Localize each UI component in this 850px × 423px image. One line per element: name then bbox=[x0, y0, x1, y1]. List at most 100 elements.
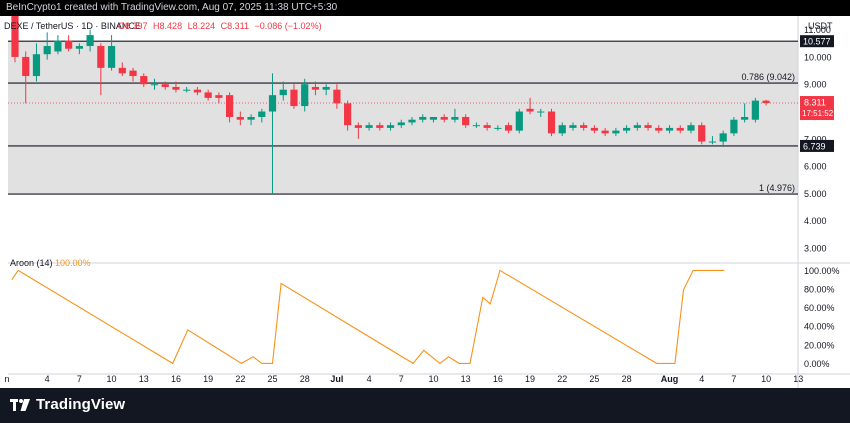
candle-body bbox=[451, 116, 459, 120]
time-tick-label: 22 bbox=[557, 374, 567, 384]
candle-body bbox=[590, 127, 599, 131]
candle-body bbox=[32, 54, 41, 77]
candle-body bbox=[494, 127, 502, 129]
candle-body bbox=[333, 89, 341, 104]
candle-body bbox=[204, 92, 212, 98]
ohlc-close: C8.311 bbox=[221, 21, 249, 31]
time-tick-label: 13 bbox=[461, 374, 471, 384]
symbol-title: DEXE / TetherUS · 1D · BINANCE bbox=[4, 21, 141, 31]
footer-bar: TradingView bbox=[0, 388, 850, 423]
candle-body bbox=[730, 119, 738, 134]
aroon-title: Aroon (14) bbox=[10, 258, 53, 268]
candle-body bbox=[290, 89, 298, 107]
candle-body bbox=[751, 100, 759, 120]
time-tick-label: 10 bbox=[761, 374, 771, 384]
time-tick-label: 28 bbox=[300, 374, 310, 384]
time-tick-label: Jul bbox=[330, 374, 343, 384]
time-tick-label: 22 bbox=[235, 374, 245, 384]
candle-body bbox=[75, 46, 83, 49]
candle-body bbox=[633, 125, 641, 128]
candle-body bbox=[215, 95, 223, 98]
level-tag-label: 6.739 bbox=[803, 141, 826, 151]
tradingview-logo-icon bbox=[10, 398, 30, 411]
time-tick-label: 19 bbox=[203, 374, 213, 384]
candle-body bbox=[97, 46, 105, 68]
chart-svg[interactable]: 10.577 0.786 (9.042) 6.739 1 (4.976) 8.31117… bbox=[0, 7, 850, 388]
time-tick-label: 19 bbox=[525, 374, 535, 384]
level-tag bbox=[800, 139, 834, 152]
price-tick-label: 7.000 bbox=[804, 134, 827, 144]
aroon-value: 100.00% bbox=[55, 258, 91, 268]
candle-body bbox=[386, 125, 395, 128]
shaded-zone bbox=[8, 41, 798, 195]
candle-body bbox=[504, 125, 513, 131]
price-tag bbox=[800, 96, 834, 121]
time-tick-label: 16 bbox=[493, 374, 503, 384]
candle-body bbox=[547, 111, 556, 134]
candle-body bbox=[365, 125, 373, 128]
candle-body bbox=[762, 100, 770, 104]
candle-body bbox=[354, 125, 362, 128]
level-tag bbox=[800, 35, 834, 48]
aroon-tick-label: 80.00% bbox=[804, 285, 835, 295]
aroon-tick-label: 60.00% bbox=[804, 303, 835, 313]
candle-body bbox=[54, 40, 62, 52]
time-tick-label: 13 bbox=[793, 374, 803, 384]
candle-body bbox=[107, 46, 116, 68]
candle-body bbox=[462, 116, 470, 126]
candle-body bbox=[344, 103, 352, 126]
candle-body bbox=[322, 86, 330, 90]
currency-label: USDT bbox=[808, 21, 833, 31]
candle-body bbox=[419, 116, 427, 120]
candle-body bbox=[526, 108, 534, 112]
candle-body bbox=[644, 125, 652, 128]
candle-body bbox=[623, 127, 631, 131]
price-tick-label: 6.000 bbox=[804, 162, 827, 172]
candle-body bbox=[612, 130, 620, 134]
candle-body bbox=[311, 86, 320, 90]
time-tick-label: 10 bbox=[428, 374, 438, 384]
price-tick-label: 3.000 bbox=[804, 243, 827, 253]
candle-body bbox=[118, 67, 126, 74]
candle-body bbox=[65, 40, 73, 49]
candle-body bbox=[247, 116, 255, 120]
time-tick-label: 7 bbox=[77, 374, 82, 384]
time-tick-label: 13 bbox=[139, 374, 149, 384]
candle-body bbox=[129, 70, 137, 77]
candle-body bbox=[376, 125, 384, 128]
price-axis-bg bbox=[798, 16, 850, 388]
candle-body bbox=[472, 125, 480, 127]
candle-body bbox=[708, 141, 717, 143]
candle-body bbox=[22, 56, 30, 77]
candle-body bbox=[150, 84, 159, 86]
aroon-tick-label: 40.00% bbox=[804, 322, 835, 332]
time-tick-label: 25 bbox=[589, 374, 599, 384]
chart-area[interactable]: 10.577 0.786 (9.042) 6.739 1 (4.976) 8.311 17… bbox=[0, 7, 850, 388]
candle-body bbox=[268, 95, 277, 112]
candle-body bbox=[397, 122, 405, 126]
time-tick-label: 4 bbox=[45, 374, 50, 384]
ohlc-open: O8.397 bbox=[118, 21, 148, 31]
brand[interactable]: TradingView bbox=[10, 396, 125, 413]
attribution-bar: BeInCrypto1 created with TradingView.com… bbox=[0, 0, 850, 16]
candle-body bbox=[279, 89, 287, 96]
candle-body bbox=[226, 95, 234, 117]
fib-level-label: 1 (4.976) bbox=[759, 183, 795, 193]
candle-body bbox=[558, 125, 566, 134]
candle-body bbox=[741, 116, 749, 120]
candle-body bbox=[698, 125, 706, 142]
candle-body bbox=[665, 127, 674, 131]
time-tick-label: 4 bbox=[699, 374, 704, 384]
price-tag-countdown: 17:51:52 bbox=[802, 109, 834, 118]
aroon-line bbox=[11, 269, 725, 365]
level-tag-label: 10.577 bbox=[803, 37, 831, 47]
candle-body bbox=[483, 125, 491, 128]
ohlc-low: L8.224 bbox=[188, 21, 216, 31]
time-tick-label: 28 bbox=[622, 374, 632, 384]
candle-body bbox=[440, 116, 448, 120]
ohlc-high: H8.428 bbox=[153, 21, 182, 31]
candle-body bbox=[601, 130, 609, 134]
ohlc-readout: O8.397 H8.428 L8.224 C8.311 −0.086 (−1.0… bbox=[118, 21, 322, 31]
aroon-tick-label: 20.00% bbox=[804, 340, 835, 350]
price-tick-label: 9.000 bbox=[804, 80, 827, 90]
